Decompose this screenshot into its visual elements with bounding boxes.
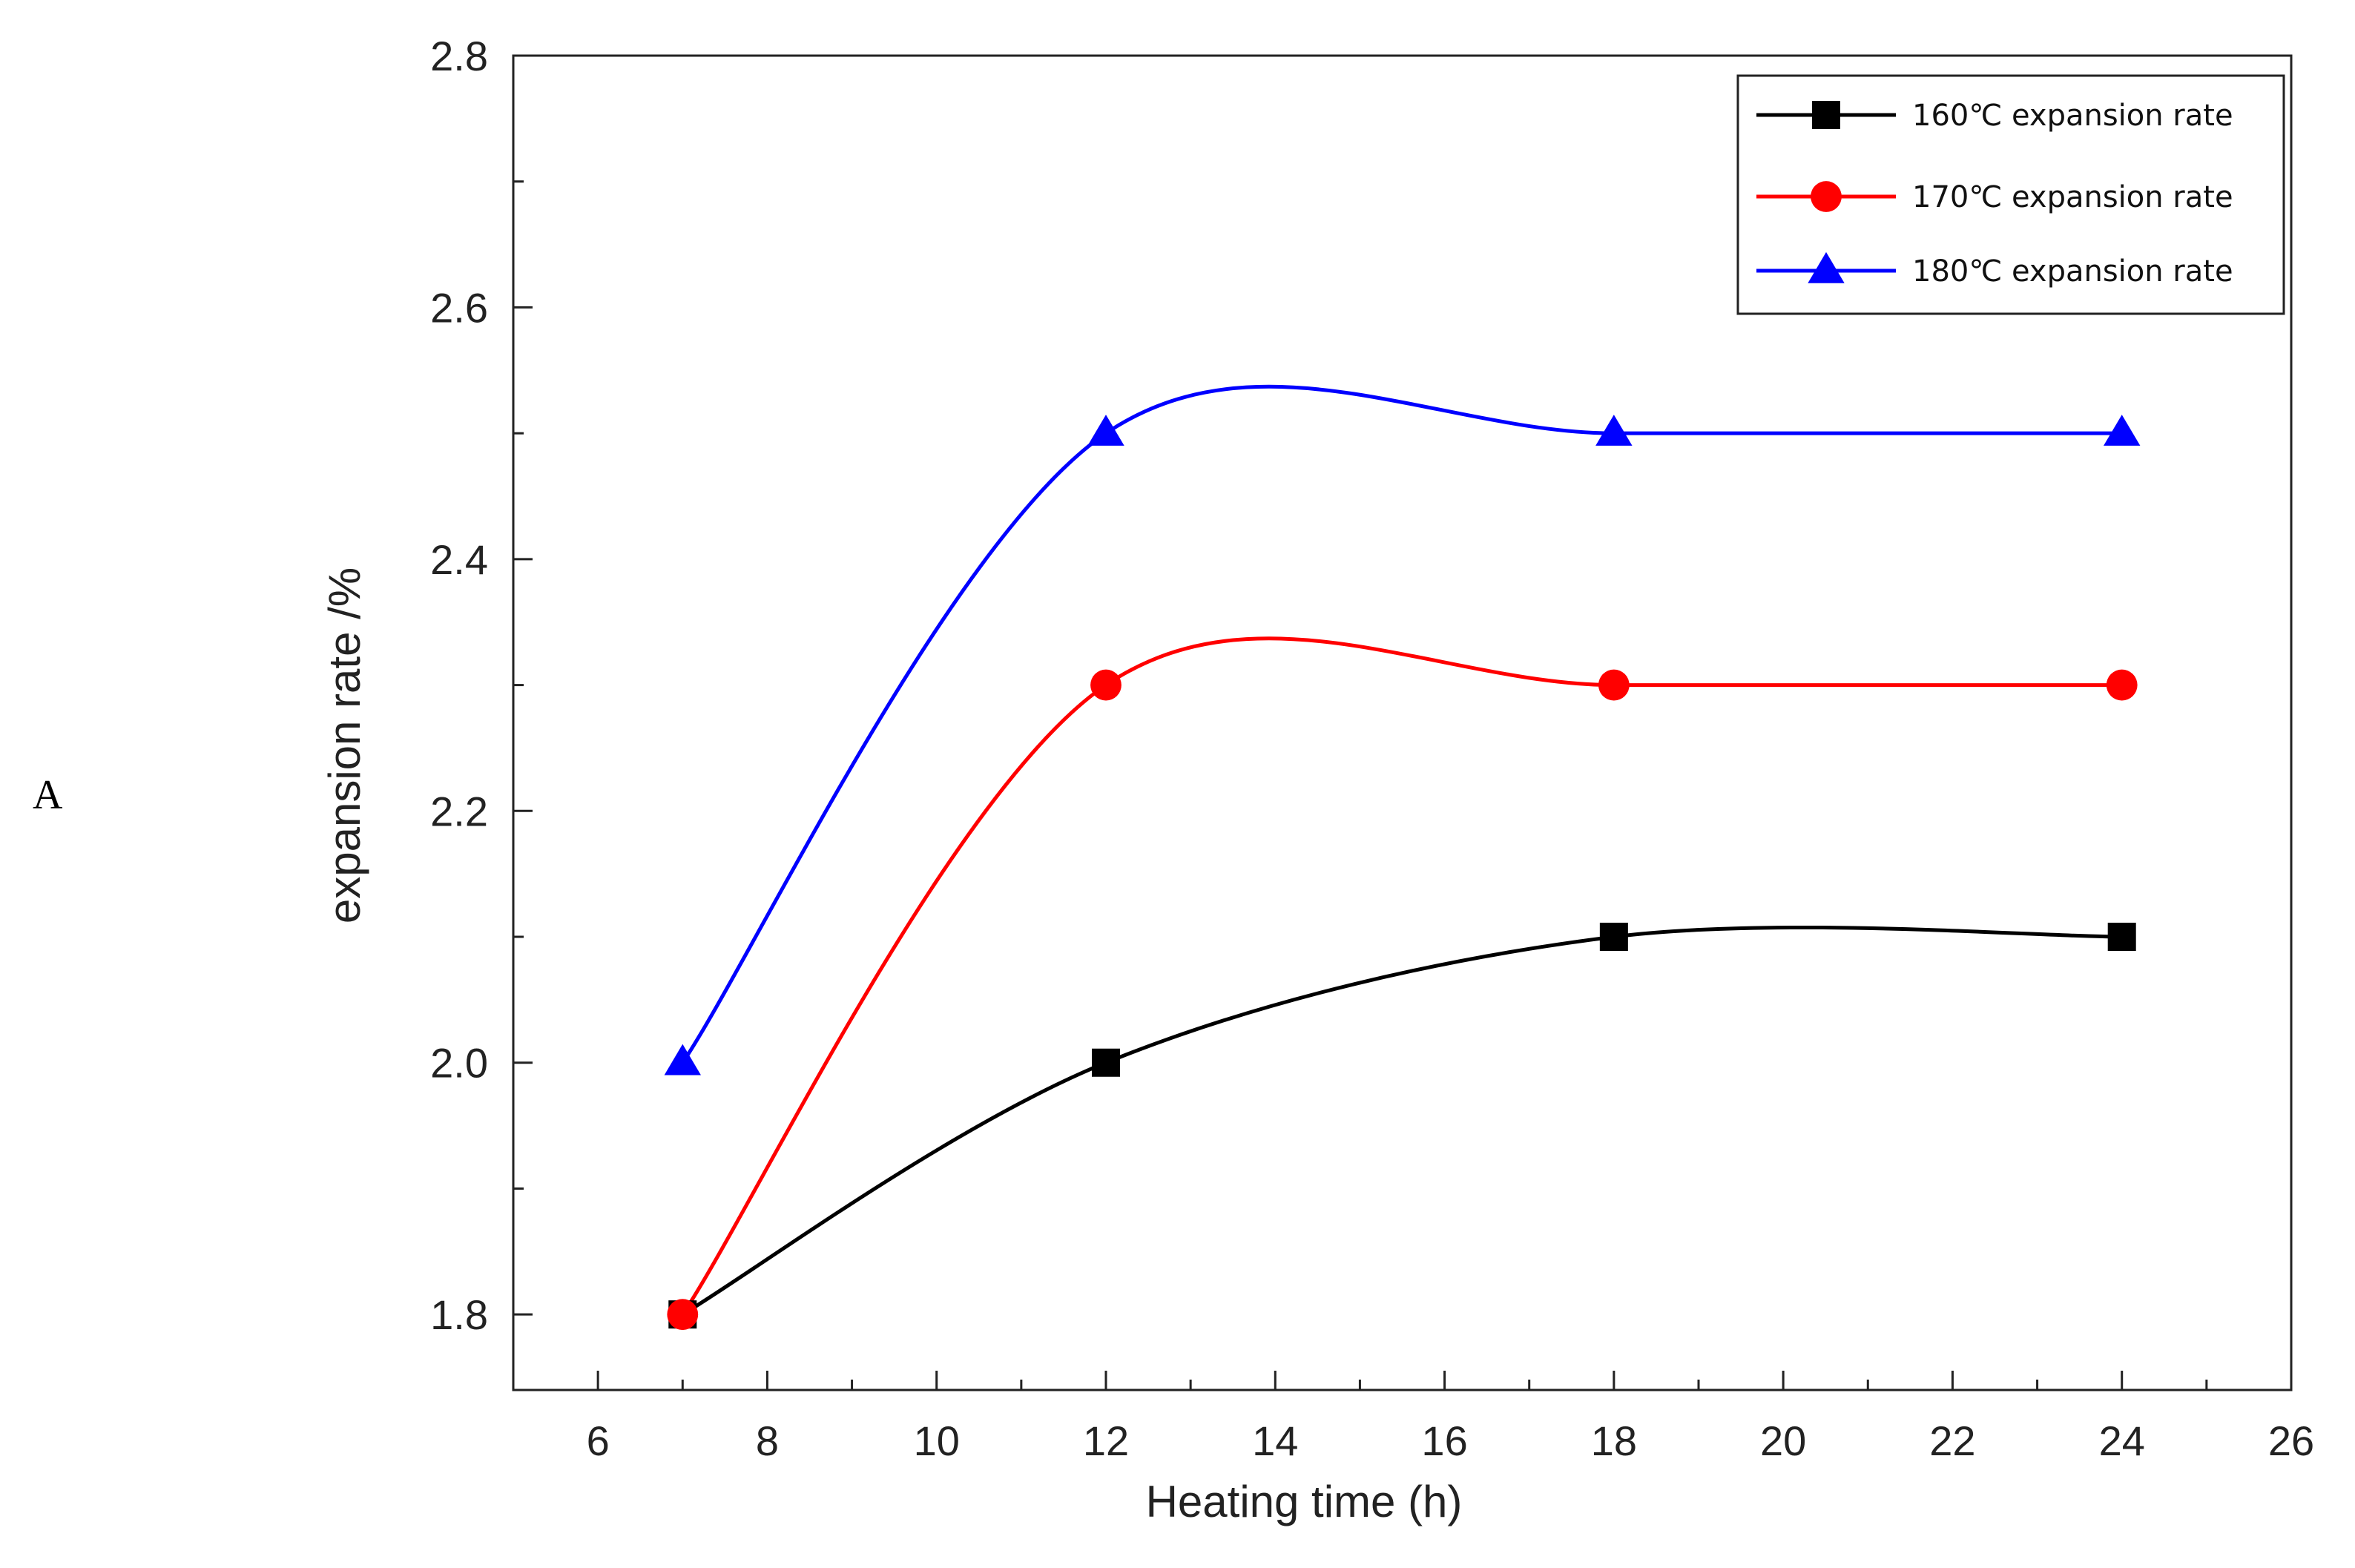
legend-marker-3 [1808,251,1845,283]
legend-items: 160℃ expansion rate 170℃ expansion rate 18… [1756,99,2233,289]
y-axis-title: expansion rate /% [320,567,369,923]
data-point-series-3 [2104,415,2141,446]
legend: 160℃ expansion rate 170℃ expansion rate 18… [1736,74,2285,315]
x-axis-ticks: 6 8 10 12 14 16 18 20 22 24 26 [587,1371,2314,1464]
data-point-series-2 [1598,669,1630,701]
x-tick-label: 18 [1591,1417,1637,1464]
x-axis-title: Heating time (h) [1146,1477,1463,1526]
data-point-series-1 [1092,1048,1120,1077]
x-tick-label: 8 [756,1417,779,1464]
x-tick-label: 26 [2268,1417,2314,1464]
series-line-2 [681,636,2122,1316]
y-tick-label: 1.8 [430,1291,488,1338]
x-tick-label: 24 [2099,1417,2145,1464]
legend-marker-2 [1811,181,1842,212]
series-line-3 [681,384,2122,1064]
data-point-series-2 [1090,669,1121,701]
data-point-series-3 [1087,415,1124,446]
y-tick-label: 2.4 [430,536,488,583]
series-markers [664,415,2141,1331]
x-tick-label: 14 [1252,1417,1298,1464]
data-point-series-3 [664,1044,701,1075]
legend-label-3: 180℃ expansion rate [1912,254,2233,289]
x-tick-label: 12 [1083,1417,1129,1464]
y-tick-label: 2.6 [430,284,488,331]
x-tick-label: 16 [1421,1417,1467,1464]
series-curves [681,384,2122,1317]
data-point-series-1 [2107,923,2136,952]
data-point-series-2 [667,1299,699,1331]
x-tick-label: 10 [914,1417,960,1464]
data-point-series-2 [2106,669,2138,701]
series-line-1 [682,925,2122,1317]
y-axis-ticks: 1.8 2.0 2.2 2.4 2.6 2.8 [430,33,533,1338]
y-tick-label: 2.0 [430,1040,488,1087]
x-tick-label: 6 [587,1417,610,1464]
panel-label: A [33,772,63,818]
legend-marker-1 [1812,101,1840,129]
legend-label-2: 170℃ expansion rate [1912,180,2233,214]
x-tick-label: 22 [1929,1417,1975,1464]
y-tick-label: 2.8 [430,33,488,79]
data-point-series-3 [1595,415,1633,446]
data-point-series-1 [1599,923,1628,952]
plot-frame [512,54,2293,1391]
legend-label-1: 160℃ expansion rate [1912,99,2233,133]
y-tick-label: 2.2 [430,788,488,834]
x-tick-label: 20 [1760,1417,1806,1464]
